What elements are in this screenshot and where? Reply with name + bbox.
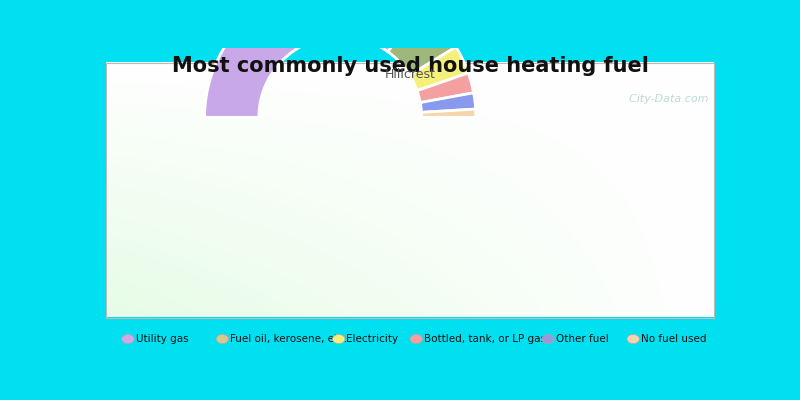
Polygon shape bbox=[205, 0, 420, 117]
Polygon shape bbox=[420, 93, 476, 112]
Polygon shape bbox=[417, 73, 474, 102]
Text: No fuel used: No fuel used bbox=[641, 334, 706, 344]
Polygon shape bbox=[388, 8, 456, 75]
Text: Other fuel: Other fuel bbox=[556, 334, 609, 344]
Text: Electricity: Electricity bbox=[346, 334, 398, 344]
Text: Utility gas: Utility gas bbox=[136, 334, 188, 344]
Text: Hillcrest: Hillcrest bbox=[385, 68, 435, 81]
Ellipse shape bbox=[627, 334, 639, 344]
Polygon shape bbox=[422, 109, 476, 117]
Ellipse shape bbox=[216, 334, 229, 344]
Bar bbox=[106, 63, 714, 318]
Ellipse shape bbox=[542, 334, 554, 344]
Text: Fuel oil, kerosene, etc.: Fuel oil, kerosene, etc. bbox=[230, 334, 347, 344]
Text: Most commonly used house heating fuel: Most commonly used house heating fuel bbox=[171, 56, 649, 76]
Text: City-Data.com: City-Data.com bbox=[622, 94, 708, 104]
Ellipse shape bbox=[410, 334, 422, 344]
Text: Bottled, tank, or LP gas: Bottled, tank, or LP gas bbox=[424, 334, 546, 344]
Ellipse shape bbox=[122, 334, 134, 344]
Polygon shape bbox=[410, 47, 468, 91]
Ellipse shape bbox=[333, 334, 345, 344]
